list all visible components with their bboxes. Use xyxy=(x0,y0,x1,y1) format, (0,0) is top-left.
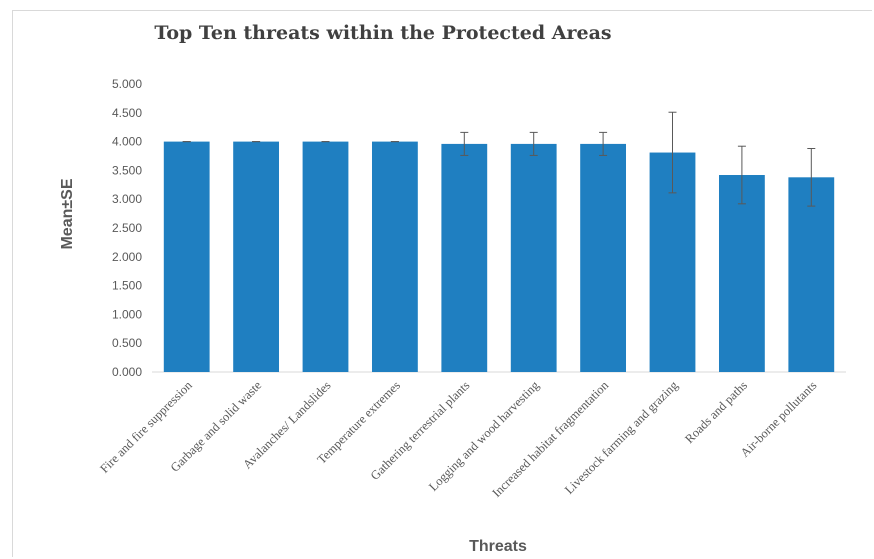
bars xyxy=(163,141,835,372)
y-tick-label: 1.500 xyxy=(112,279,142,293)
y-tick-label: 2.000 xyxy=(112,250,142,264)
chart-frame xyxy=(12,10,872,557)
bar xyxy=(441,143,488,372)
bar xyxy=(510,143,557,372)
bar xyxy=(580,143,627,372)
error-bar xyxy=(529,131,538,156)
bar xyxy=(788,177,835,372)
y-tick-label: 3.500 xyxy=(112,163,142,177)
bar xyxy=(163,141,210,372)
x-axis-title: Threats xyxy=(469,538,527,555)
y-tick-label: 4.000 xyxy=(112,135,142,149)
error-bar xyxy=(599,131,608,156)
bar xyxy=(371,141,418,372)
y-axis-ticks: 0.000 0.500 1.000 1.500 2.000 2.500 3.000 3.500… xyxy=(112,77,142,379)
x-tick-label: Livestock farming and grazing xyxy=(562,378,681,497)
x-tick-label: Increased habitat fragmentation xyxy=(489,378,611,500)
error-bar xyxy=(807,148,816,207)
bar xyxy=(302,141,349,372)
error-bar xyxy=(737,145,746,205)
error-bar xyxy=(460,131,469,156)
y-tick-label: 3.000 xyxy=(112,192,142,206)
x-tick-label: Logging and wood harvesting xyxy=(426,378,542,494)
x-tick-label: Air-borne pollutants xyxy=(738,378,820,460)
error-bar xyxy=(668,111,677,194)
chart-title: Top Ten threats within the Protected Are… xyxy=(154,22,611,44)
bar xyxy=(233,141,280,372)
error-bars xyxy=(182,111,816,207)
y-tick-label: 1.000 xyxy=(112,307,142,321)
x-tick-label: Roads and paths xyxy=(682,378,750,446)
y-tick-label: 4.500 xyxy=(112,106,142,120)
y-tick-label: 0.500 xyxy=(112,336,142,350)
y-tick-label: 0.000 xyxy=(112,365,142,379)
bar xyxy=(718,175,765,372)
y-axis-title: Mean±SE xyxy=(59,178,76,249)
y-tick-label: 2.500 xyxy=(112,221,142,235)
y-tick-label: 5.000 xyxy=(112,77,142,91)
